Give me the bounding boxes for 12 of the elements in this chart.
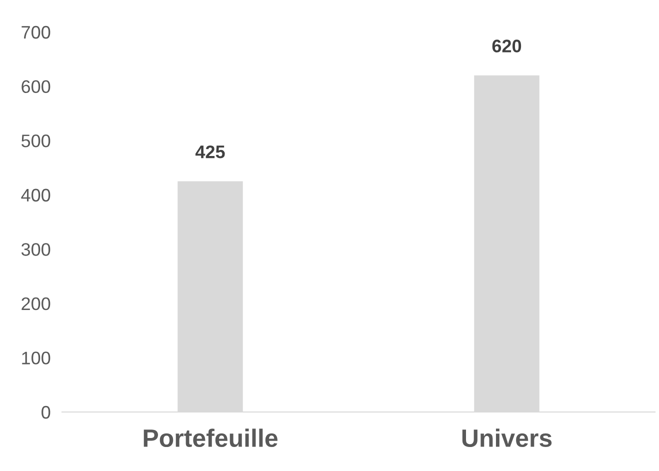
y-tick-label: 100	[22, 352, 50, 364]
data-label: 620	[492, 40, 522, 52]
y-tick-label: 0	[42, 406, 50, 419]
x-tick-label: Univers	[462, 428, 552, 448]
y-tick-label: 700	[22, 26, 50, 39]
data-label: 425	[195, 145, 225, 158]
y-tick-label: 600	[22, 80, 50, 94]
y-tick-label: 200	[22, 297, 50, 310]
y-tick-label: 400	[21, 188, 50, 202]
y-tick-label: 500	[21, 134, 50, 148]
x-tick-label: Portefeuille	[144, 428, 278, 448]
y-tick-label: 300	[21, 243, 50, 256]
